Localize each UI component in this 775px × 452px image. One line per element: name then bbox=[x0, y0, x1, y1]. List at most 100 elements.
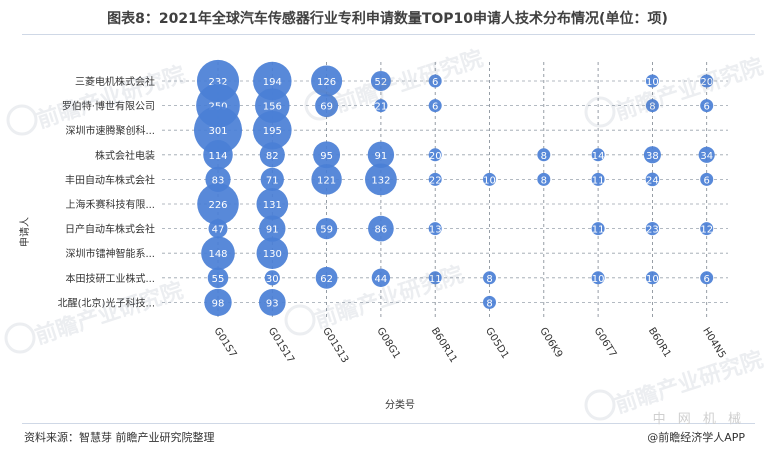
bubble-value-label: 132 bbox=[371, 175, 390, 186]
bubble bbox=[258, 289, 286, 316]
bubble bbox=[698, 146, 715, 163]
bubble bbox=[264, 270, 280, 286]
bubble-value-label: 13 bbox=[429, 225, 442, 236]
bubble-value-label: 130 bbox=[263, 249, 282, 260]
bubble-value-label: 8 bbox=[541, 151, 547, 162]
bubble-value-label: 14 bbox=[592, 151, 605, 162]
bubble bbox=[483, 172, 496, 186]
bubble-value-label: 44 bbox=[375, 274, 388, 285]
bubble bbox=[194, 106, 242, 155]
bubble bbox=[591, 271, 605, 285]
bubble-value-label: 10 bbox=[646, 77, 659, 88]
bubble bbox=[428, 172, 442, 186]
y-tick-label: 深圳市镭神智能系... bbox=[65, 247, 155, 260]
bubble-value-label: 24 bbox=[646, 175, 659, 186]
bubble bbox=[365, 163, 397, 196]
bubble-value-label: 38 bbox=[646, 151, 659, 162]
bubble bbox=[700, 271, 714, 285]
y-tick-label: 三菱电机株式会社 bbox=[75, 75, 155, 88]
bubble-value-label: 98 bbox=[212, 298, 225, 309]
bubble-value-label: 23 bbox=[646, 225, 659, 236]
bubble-value-label: 91 bbox=[266, 225, 279, 236]
bubble bbox=[252, 110, 292, 150]
bubble bbox=[259, 215, 286, 242]
bubble-value-label: 131 bbox=[263, 200, 282, 211]
y-tick-label: 北醒(北京)光子科技... bbox=[58, 296, 155, 309]
x-tick-label: B60R1 bbox=[646, 326, 673, 360]
x-tick-label: G01S13 bbox=[320, 326, 350, 365]
bubble-value-label: 12 bbox=[700, 225, 713, 236]
watermark-site: 中 网 机 械 bbox=[652, 412, 745, 427]
bubble-value-label: 30 bbox=[266, 274, 279, 285]
bubble-chart: 2321941265261020250156692168630119511482… bbox=[18, 59, 728, 410]
bubble bbox=[370, 71, 391, 91]
bubble bbox=[537, 148, 551, 162]
bubble-value-label: 22 bbox=[429, 175, 442, 186]
bubble bbox=[591, 222, 605, 236]
bubble-value-label: 6 bbox=[704, 102, 710, 113]
x-axis-labels: G01S7 G01S17 G01S13 G08G1 B60R11 G05D1 G06K9 G0… bbox=[211, 326, 727, 365]
bubble-value-label: 69 bbox=[320, 102, 333, 113]
bubble-value-label: 6 bbox=[432, 102, 438, 113]
bubble-value-label: 301 bbox=[208, 126, 227, 137]
bubble-value-label: 21 bbox=[375, 102, 388, 113]
bubble bbox=[700, 99, 714, 113]
bubble bbox=[315, 94, 339, 118]
bubble bbox=[374, 99, 388, 113]
bubble bbox=[645, 74, 659, 88]
bubble bbox=[315, 266, 338, 289]
bubble bbox=[203, 140, 233, 170]
bubble bbox=[311, 164, 342, 195]
bubble-value-label: 59 bbox=[320, 225, 333, 236]
x-tick-label: G05D1 bbox=[483, 326, 511, 361]
bubble-value-label: 8 bbox=[649, 102, 655, 113]
bubble-value-label: 91 bbox=[375, 151, 388, 162]
bubble-value-label: 194 bbox=[263, 77, 282, 88]
bubble-value-label: 52 bbox=[375, 77, 388, 88]
chart-title: 图表8：2021年全球汽车传感器行业专利申请数量TOP10申请人技术分布情况(单… bbox=[107, 11, 668, 27]
bubble-value-label: 8 bbox=[486, 274, 492, 285]
bubble-value-label: 232 bbox=[208, 77, 227, 88]
bubble-value-label: 10 bbox=[483, 175, 496, 186]
bubble-value-label: 20 bbox=[700, 77, 713, 88]
bubble bbox=[256, 237, 289, 269]
bubble bbox=[700, 222, 714, 236]
y-tick-label: 丰田自动车株式会社 bbox=[65, 173, 155, 186]
bubble-value-label: 121 bbox=[317, 175, 336, 186]
bubble bbox=[253, 61, 292, 101]
bubble-value-label: 126 bbox=[317, 77, 336, 88]
y-tick-label: 上海禾赛科技有限... bbox=[65, 198, 155, 211]
bubble-value-label: 11 bbox=[592, 175, 605, 186]
bubble bbox=[256, 188, 289, 220]
y-tick-label: 本田技研工业株式... bbox=[65, 272, 155, 285]
bubble-value-label: 10 bbox=[646, 274, 659, 285]
bubble bbox=[260, 167, 284, 192]
bubble bbox=[428, 148, 442, 162]
bubble bbox=[207, 267, 229, 289]
bubble-value-label: 114 bbox=[208, 151, 227, 162]
bubble bbox=[645, 172, 660, 187]
title-divider bbox=[22, 34, 755, 35]
bubble bbox=[643, 146, 661, 164]
bubble bbox=[700, 74, 714, 88]
bubble bbox=[313, 141, 341, 169]
bubble-value-label: 156 bbox=[263, 102, 282, 113]
bubble bbox=[311, 65, 343, 97]
bubble-value-label: 226 bbox=[208, 200, 227, 211]
bubble bbox=[208, 219, 228, 239]
bubble-value-label: 148 bbox=[208, 249, 227, 260]
bubble-value-label: 11 bbox=[429, 274, 442, 285]
bubble-value-label: 6 bbox=[704, 274, 710, 285]
bubble bbox=[483, 271, 496, 285]
bubble bbox=[591, 148, 605, 162]
x-tick-label: G06T7 bbox=[592, 326, 619, 360]
bubble bbox=[645, 271, 659, 285]
bubble bbox=[700, 172, 714, 186]
bubble bbox=[428, 271, 442, 285]
bubble-value-label: 10 bbox=[592, 274, 605, 285]
bubble bbox=[645, 99, 659, 113]
bubble-value-label: 195 bbox=[263, 126, 282, 137]
x-tick-label: G01S17 bbox=[266, 326, 296, 365]
grid-lines bbox=[162, 62, 728, 318]
